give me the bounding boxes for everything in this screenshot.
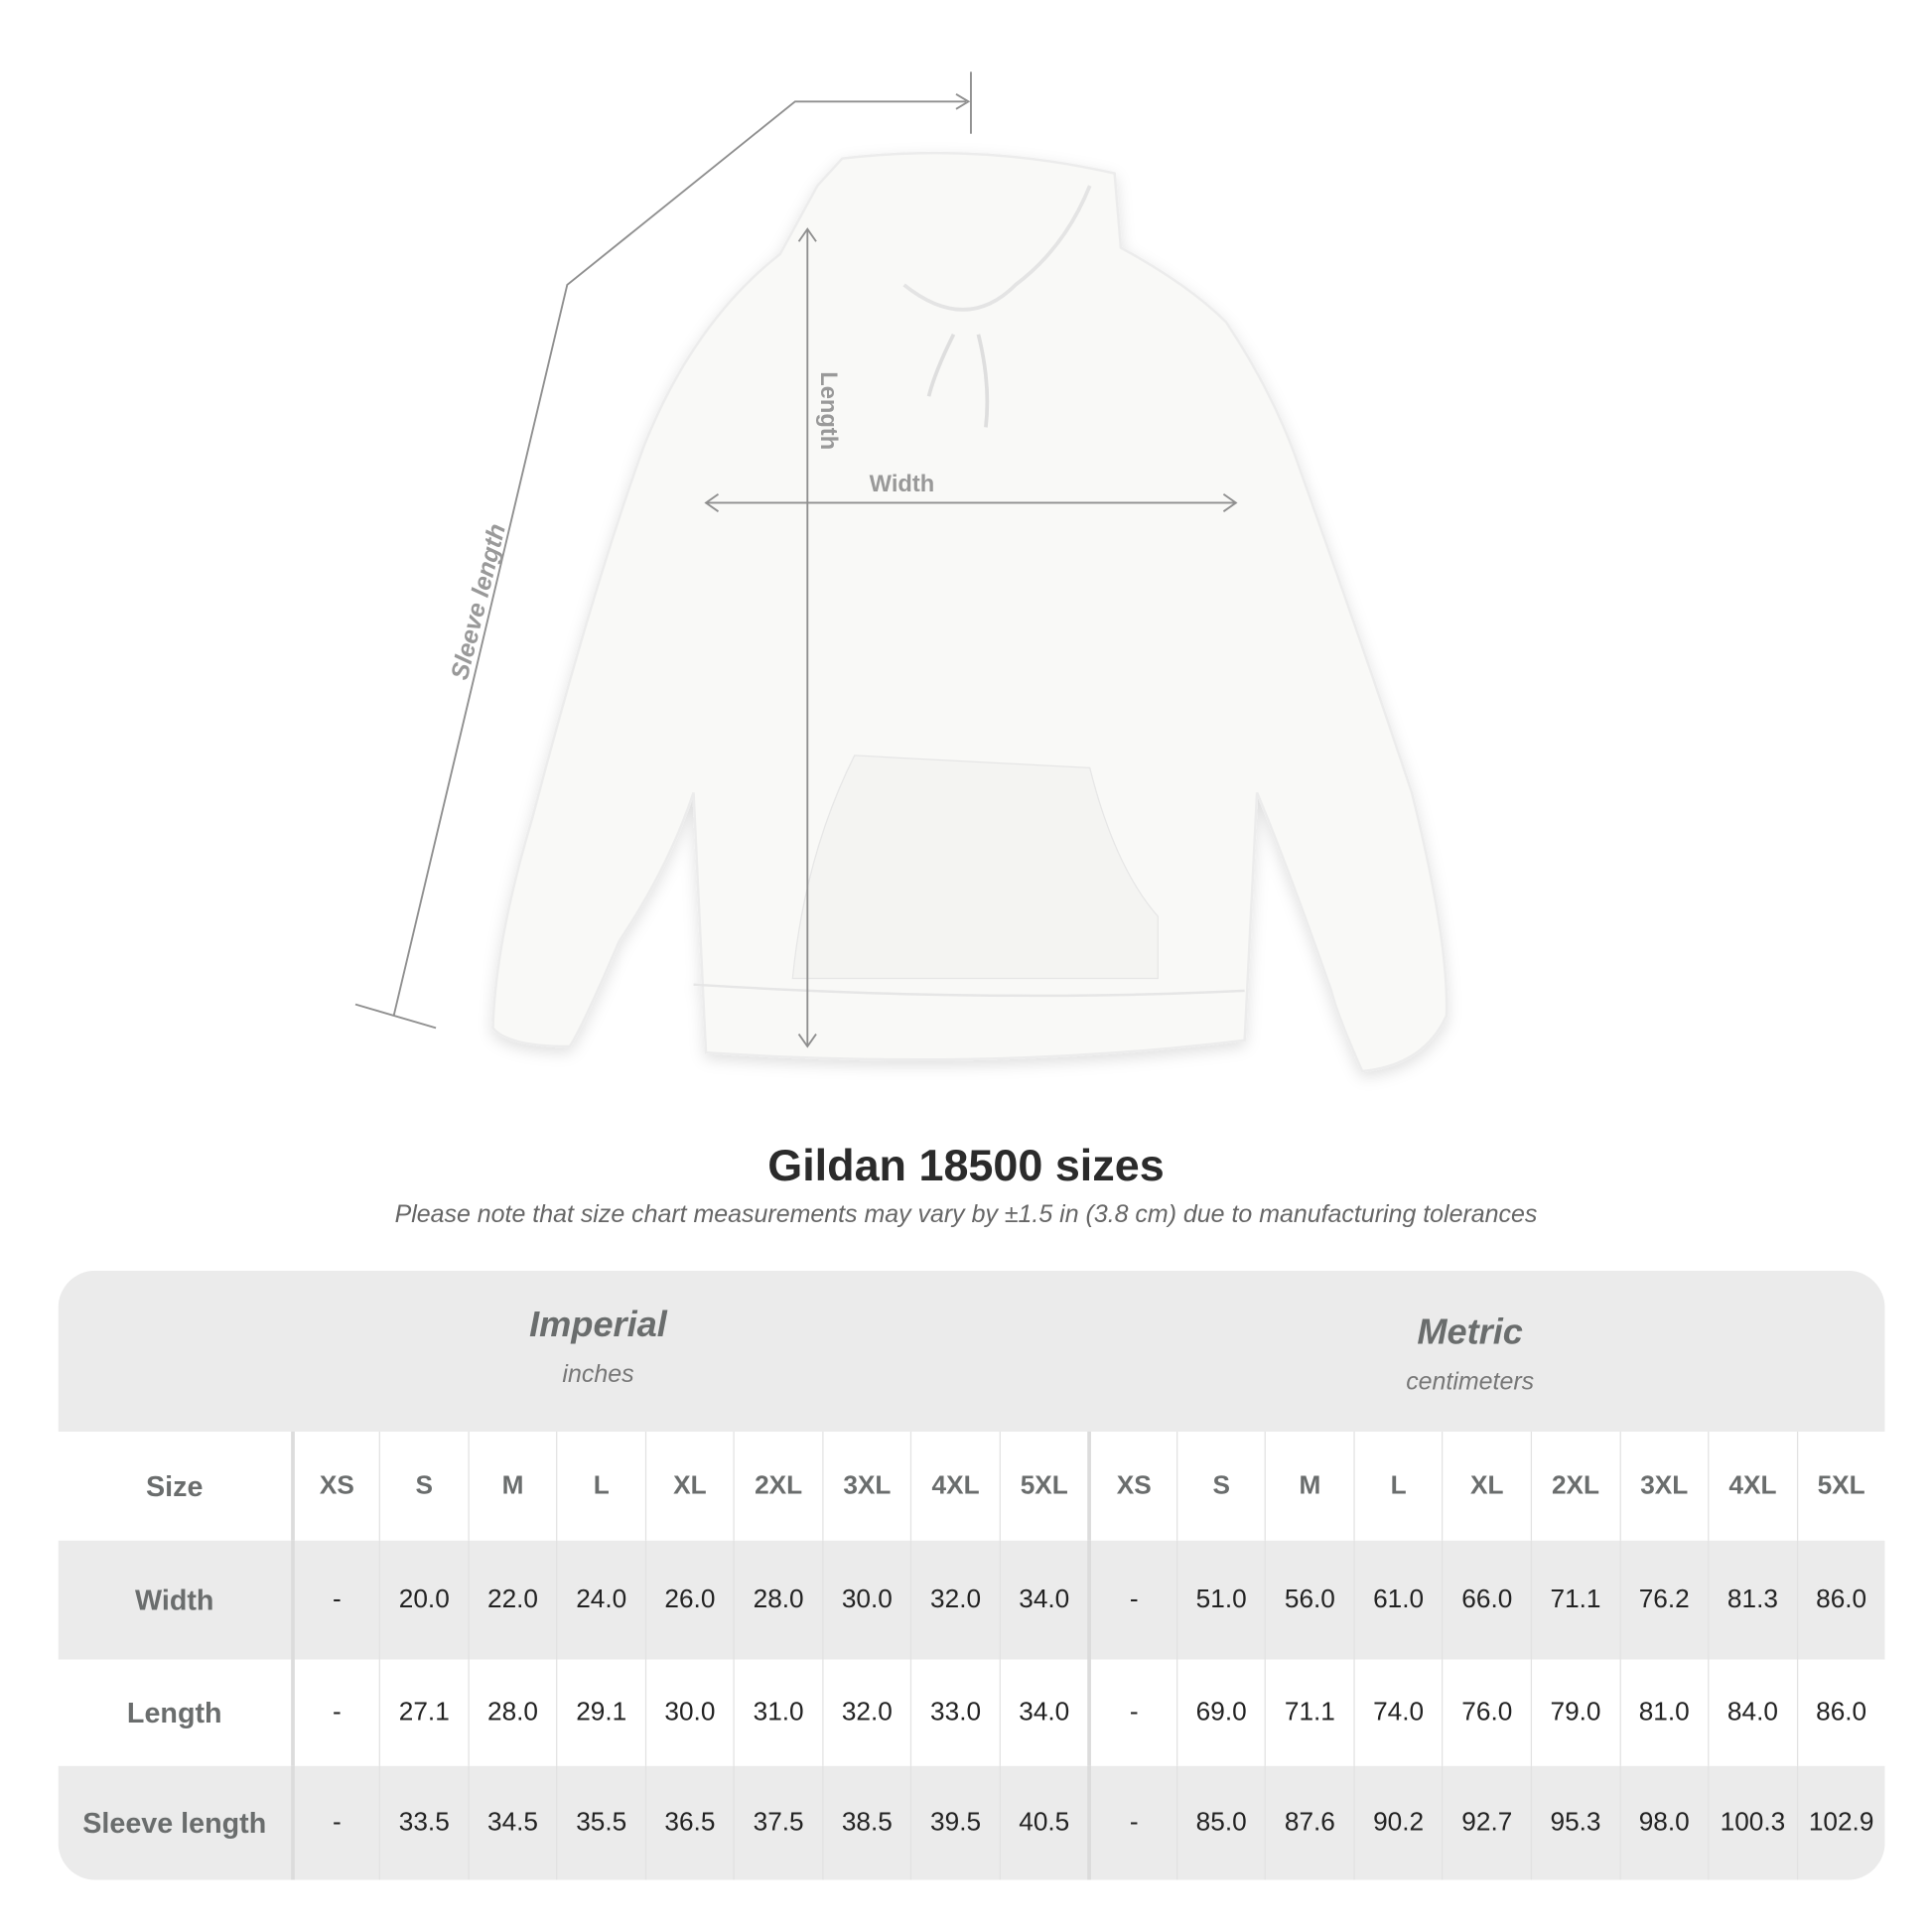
table-cell: 90.2	[1353, 1765, 1442, 1880]
sleeve-length-label: Sleeve length	[446, 521, 511, 683]
table-cell: 69.0	[1175, 1659, 1265, 1766]
table-cell: 71.1	[1265, 1659, 1353, 1766]
size-header-cell: L	[1353, 1431, 1442, 1541]
table-row: Width -20.0 22.0 24.0 26.0 28.0 30.0 32.0 34.0-5…	[58, 1540, 1885, 1660]
table-row: Length -27.1 28.0 29.1 30.0 31.0 32.0 33.0 34.0-…	[59, 1659, 1885, 1766]
row-label: Size	[146, 1469, 204, 1502]
table-cell: 74.0	[1353, 1659, 1442, 1766]
table-cell: 79.0	[1530, 1659, 1619, 1766]
size-header-cell: L	[556, 1431, 644, 1541]
table-cell: 22.0	[468, 1540, 556, 1660]
size-header-cell: 5XL	[999, 1431, 1088, 1541]
tolerance-note: Please note that size chart measurements…	[394, 1200, 1538, 1229]
size-header-cell: XS	[1087, 1431, 1176, 1541]
width-label: Width	[870, 472, 935, 497]
size-header-cell: 3XL	[822, 1431, 910, 1541]
table-cell: 30.0	[644, 1659, 734, 1766]
size-header-cell: XL	[644, 1431, 734, 1541]
metric-name: Metric	[1417, 1312, 1523, 1353]
size-header-cell: XL	[1442, 1431, 1531, 1541]
table-cell: 33.0	[910, 1659, 999, 1766]
table-cell: 34.0	[999, 1659, 1088, 1766]
size-header-cell: M	[468, 1431, 556, 1541]
metric-header: Metric centimeters	[1161, 1312, 1780, 1397]
table-cell: 31.0	[733, 1659, 822, 1766]
table-cell: 71.1	[1530, 1540, 1619, 1660]
hoodie-image	[491, 151, 1449, 1073]
imperial-unit: inches	[562, 1360, 634, 1389]
size-table: Imperial inches Metric centimeters Size X…	[58, 1270, 1885, 1880]
table-cell: 76.2	[1618, 1540, 1708, 1660]
size-header-cell: 5XL	[1796, 1431, 1884, 1541]
size-header-cell: 4XL	[910, 1431, 999, 1541]
table-cell: 81.0	[1618, 1659, 1708, 1766]
table-cell: 36.5	[644, 1765, 734, 1880]
table-cell: 86.0	[1796, 1659, 1884, 1766]
row-label: Width	[135, 1583, 214, 1616]
table-cell: 95.3	[1530, 1765, 1619, 1880]
table-row: Sleeve length -33.5 34.5 35.5 36.5 37.5 38.5 39…	[58, 1765, 1885, 1880]
table-cell: 85.0	[1175, 1765, 1265, 1880]
size-header-cell: S	[1175, 1431, 1265, 1541]
size-header-cell: 2XL	[733, 1431, 822, 1541]
table-cell: 30.0	[822, 1540, 910, 1660]
table-cell: 81.3	[1708, 1540, 1796, 1660]
size-header-cell: M	[1265, 1431, 1353, 1541]
row-label: Sleeve length	[82, 1806, 267, 1839]
table-cell: 40.5	[999, 1765, 1088, 1880]
imperial-name: Imperial	[529, 1305, 667, 1345]
table-cell: 32.0	[822, 1659, 910, 1766]
table-cell: -	[1087, 1765, 1176, 1880]
imperial-header: Imperial inches	[289, 1306, 908, 1390]
table-cell: 26.0	[644, 1540, 734, 1660]
table-cell: 87.6	[1265, 1765, 1353, 1880]
table-cell: -	[290, 1765, 379, 1880]
table-cell: 34.5	[468, 1765, 556, 1880]
table-cell: 92.7	[1442, 1765, 1531, 1880]
table-cell: -	[290, 1659, 379, 1766]
table-cell: 56.0	[1265, 1540, 1353, 1660]
size-header-cell: 3XL	[1618, 1431, 1708, 1541]
table-cell: 38.5	[822, 1765, 910, 1880]
measurement-lines	[354, 71, 1238, 1048]
table-cell: 32.0	[910, 1540, 999, 1660]
size-header-cell: S	[379, 1431, 468, 1541]
table-cell: 20.0	[379, 1540, 468, 1660]
table-cell: 61.0	[1353, 1540, 1442, 1660]
table-cell: 98.0	[1618, 1765, 1708, 1880]
table-cell: -	[1087, 1540, 1176, 1660]
table-cell: 35.5	[556, 1765, 644, 1880]
table-cell: 37.5	[733, 1765, 822, 1880]
row-label: Length	[126, 1696, 222, 1728]
metric-unit: centimeters	[1406, 1368, 1535, 1396]
table-cell: 39.5	[910, 1765, 999, 1880]
table-cell: -	[1087, 1659, 1176, 1766]
table-cell: 27.1	[379, 1659, 468, 1766]
table-cell: 33.5	[379, 1765, 468, 1880]
table-cell: 28.0	[468, 1659, 556, 1766]
table-cell: 102.9	[1796, 1765, 1884, 1880]
table-cell: 34.0	[999, 1540, 1088, 1660]
size-header-cell: XS	[290, 1431, 379, 1541]
table-header-band: Imperial inches Metric centimeters	[58, 1270, 1885, 1432]
table-cell: 24.0	[556, 1540, 644, 1660]
page-title: Gildan 18500 sizes	[767, 1139, 1165, 1190]
table-cell: 28.0	[733, 1540, 822, 1660]
table-cell: 86.0	[1796, 1540, 1884, 1660]
table-cell: 100.3	[1708, 1765, 1796, 1880]
table-cell: 76.0	[1442, 1659, 1531, 1766]
table-cell: -	[290, 1540, 379, 1660]
table-cell: 51.0	[1175, 1540, 1265, 1660]
size-header-row: Size XS S M L XL 2XL 3XL 4XL 5XL XS S M L XL 2XL 3XL 4XL 5…	[59, 1431, 1885, 1541]
hoodie-diagram: Length Width Sleeve length	[354, 71, 1449, 1073]
size-header-cell: 2XL	[1530, 1431, 1619, 1541]
table-cell: 84.0	[1708, 1659, 1796, 1766]
table-cell: 66.0	[1442, 1540, 1531, 1660]
table-cell: 29.1	[556, 1659, 644, 1766]
size-header-cell: 4XL	[1708, 1431, 1796, 1541]
length-label: Length	[815, 371, 841, 450]
